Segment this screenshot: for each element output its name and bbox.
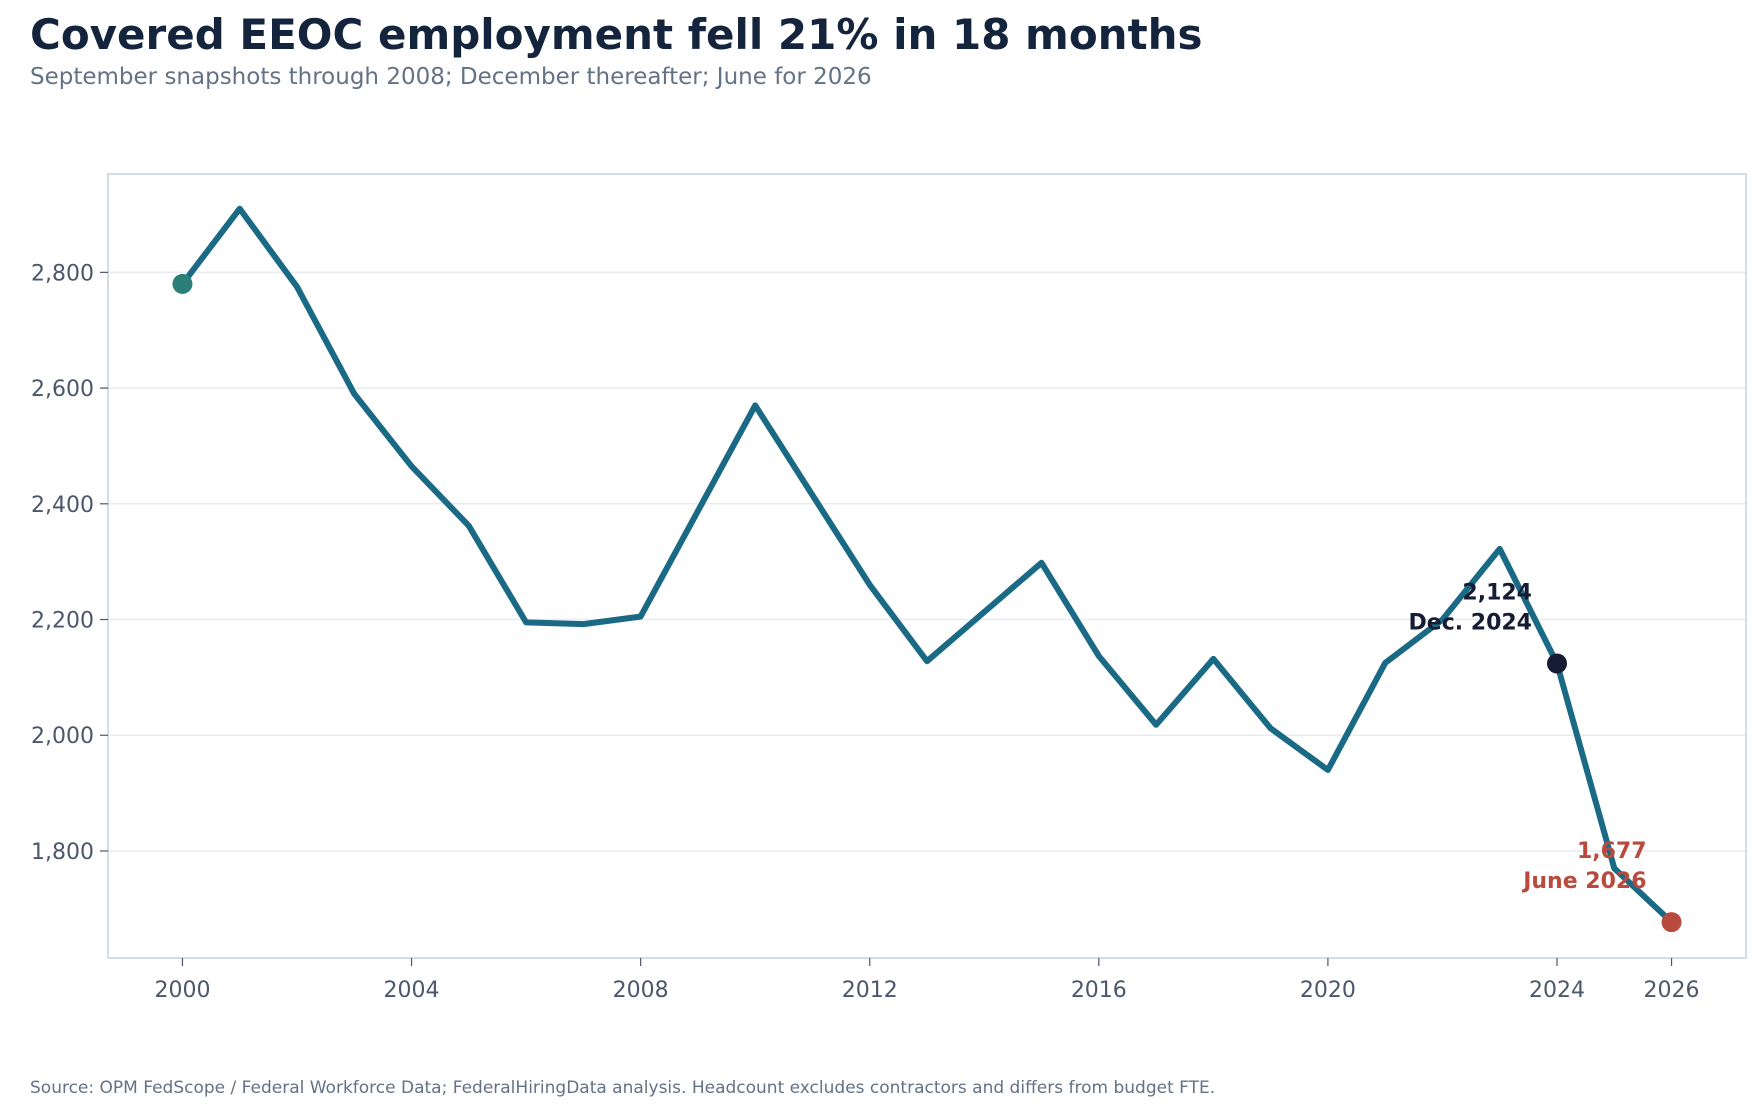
x-tick-label: 2008 [613,978,669,1003]
x-tick-label: 2016 [1071,978,1127,1003]
x-tick-label: 2000 [154,978,210,1003]
start-point-marker [172,273,193,294]
gridlines [108,271,1746,852]
dec-2024-marker [1547,653,1567,674]
source-note: Source: OPM FedScope / Federal Workforce… [30,1078,1216,1098]
june-2026-value-label: 1,677 [1577,839,1647,864]
y-tick-label: 2,200 [31,609,94,634]
y-tick-label: 2,800 [31,261,94,286]
series-line [179,205,1675,926]
chart-subtitle: September snapshots through 2008; Decemb… [30,64,872,90]
axis-ticks: 1,800 2,000 2,200 2,400 2,600 2,800 2000 2004 20… [31,261,1700,1003]
x-tick-label: 2004 [384,978,440,1003]
x-tick-label: 2020 [1300,978,1356,1003]
y-tick-label: 1,800 [31,840,94,865]
x-tick-label: 2024 [1529,978,1585,1003]
x-tick-label: 2026 [1644,978,1700,1003]
y-tick-label: 2,000 [31,724,94,749]
markers [172,273,1682,933]
june-2026-date-label: June 2026 [1521,869,1646,894]
x-tick-label: 2012 [842,978,898,1003]
annotations: 2,124 Dec. 2024 1,677 June 2026 [1409,580,1647,894]
y-tick-label: 2,400 [31,493,94,518]
dec-2024-date-label: Dec. 2024 [1409,610,1532,635]
june-2026-marker [1661,912,1682,933]
y-tick-label: 2,600 [31,377,94,402]
plot-frame [107,173,1747,959]
chart-title: Covered EEOC employment fell 21% in 18 m… [30,10,1203,59]
dec-2024-value-label: 2,124 [1462,580,1532,605]
